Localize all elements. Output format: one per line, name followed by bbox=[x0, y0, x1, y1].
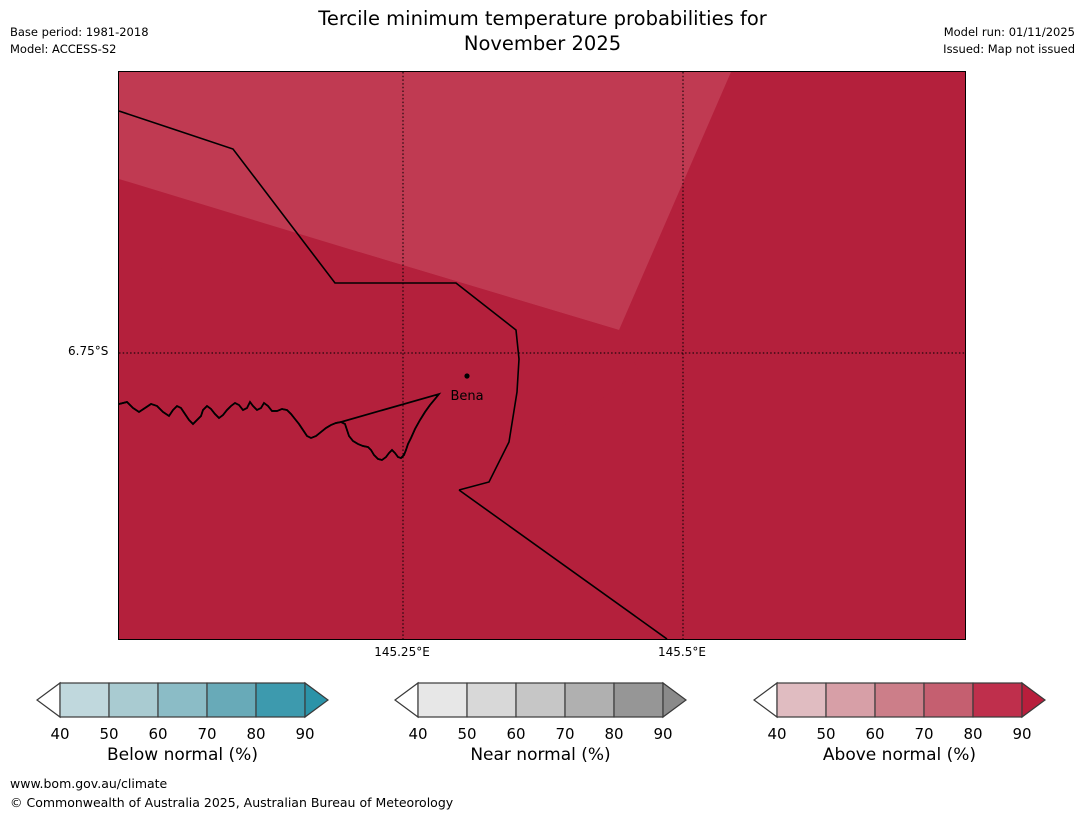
colorbar-near-tick-3: 70 bbox=[555, 725, 575, 743]
colorbar-above-band-4 bbox=[972, 682, 1023, 718]
colorbar-above-tick-3: 70 bbox=[914, 725, 934, 743]
colorbar-near-tick-4: 80 bbox=[604, 725, 624, 743]
axis-label-longitude-0: 145.25°E bbox=[374, 645, 430, 659]
place-marker-bena[interactable] bbox=[464, 373, 470, 379]
map-canvas: Bena bbox=[119, 72, 965, 639]
colorbar-near-band-2 bbox=[515, 682, 566, 718]
colorbar-above-over-arrow bbox=[1021, 681, 1047, 719]
issued-label: Issued: Map not issued bbox=[943, 42, 1075, 56]
colorbar-below-band-1 bbox=[108, 682, 159, 718]
colorbar-near-tick-2: 60 bbox=[506, 725, 526, 743]
colorbar-near-normal-bar bbox=[393, 681, 688, 719]
district-boundary-north bbox=[119, 110, 520, 491]
colorbar-near-normal[interactable]: 40 50 60 70 80 90 Near normal (%) bbox=[368, 676, 713, 771]
colorbar-above-tick-4: 80 bbox=[963, 725, 983, 743]
colorbar-below-tick-4: 80 bbox=[246, 725, 266, 743]
colorbar-near-tick-0: 40 bbox=[408, 725, 428, 743]
colorbar-near-normal-ticks: 40 50 60 70 80 90 bbox=[368, 725, 713, 745]
footer: www.bom.gov.au/climate © Commonwealth of… bbox=[10, 774, 453, 812]
probability-map[interactable]: Bena bbox=[118, 71, 966, 640]
colorbar-near-normal-caption: Near normal (%) bbox=[470, 745, 611, 765]
colorbar-above-normal-ticks: 40 50 60 70 80 90 bbox=[727, 725, 1072, 745]
colorbar-above-normal-bar bbox=[752, 681, 1047, 719]
colorbar-near-tick-1: 50 bbox=[457, 725, 477, 743]
coastline-main bbox=[119, 393, 440, 461]
colorbar-below-normal[interactable]: 40 50 60 70 80 90 Below normal (%) bbox=[10, 676, 355, 771]
colorbar-near-band-4 bbox=[613, 682, 664, 718]
model-run-label: Model run: 01/11/2025 bbox=[943, 25, 1075, 39]
colorbar-below-normal-bar bbox=[35, 681, 330, 719]
colorbar-below-over-arrow bbox=[304, 681, 330, 719]
colorbar-below-under-arrow bbox=[35, 681, 61, 719]
colorbar-near-normal-swatches bbox=[393, 681, 688, 719]
colorbar-above-band-2 bbox=[874, 682, 925, 718]
colorbar-below-normal-ticks: 40 50 60 70 80 90 bbox=[10, 725, 355, 745]
colorbar-above-band-1 bbox=[825, 682, 876, 718]
colorbar-below-band-4 bbox=[255, 682, 306, 718]
footer-copyright: © Commonwealth of Australia 2025, Austra… bbox=[10, 795, 454, 810]
colorbar-below-band-0 bbox=[59, 682, 110, 718]
model-label: Model: ACCESS-S2 bbox=[10, 42, 117, 56]
map-region-above-80-90-east bbox=[549, 72, 965, 639]
base-period-label: Base period: 1981-2018 bbox=[10, 25, 149, 39]
colorbar-above-tick-1: 50 bbox=[816, 725, 836, 743]
axis-label-latitude-0: 6.75°S bbox=[68, 344, 109, 358]
colorbar-above-band-3 bbox=[923, 682, 974, 718]
page-title-line-1: Tercile minimum temperature probabilitie… bbox=[318, 7, 767, 30]
header-right-metadata: Model run: 01/11/2025 Issued: Map not is… bbox=[943, 24, 1075, 58]
colorbar-above-normal-swatches bbox=[752, 681, 1047, 719]
colorbar-above-normal-caption: Above normal (%) bbox=[822, 745, 977, 765]
page-title: Tercile minimum temperature probabilitie… bbox=[0, 6, 1085, 56]
colorbar-near-band-0 bbox=[417, 682, 468, 718]
colorbar-above-band-0 bbox=[776, 682, 827, 718]
colorbar-near-under-arrow bbox=[393, 681, 419, 719]
colorbar-below-tick-3: 70 bbox=[197, 725, 217, 743]
header-left-metadata: Base period: 1981-2018 Model: ACCESS-S2 bbox=[10, 24, 149, 58]
colorbar-near-tick-5: 90 bbox=[653, 725, 673, 743]
colorbar-below-tick-5: 90 bbox=[295, 725, 315, 743]
colorbar-above-normal[interactable]: 40 50 60 70 80 90 Above normal (%) bbox=[727, 676, 1072, 771]
axis-label-longitude-1: 145.5°E bbox=[658, 645, 706, 659]
colorbar-below-band-2 bbox=[157, 682, 208, 718]
footer-website[interactable]: www.bom.gov.au/climate bbox=[10, 776, 168, 791]
colorbar-below-tick-1: 50 bbox=[99, 725, 119, 743]
page-title-line-2: November 2025 bbox=[463, 32, 622, 55]
colorbar-near-over-arrow bbox=[662, 681, 688, 719]
colorbar-near-band-3 bbox=[564, 682, 615, 718]
colorbar-below-band-3 bbox=[206, 682, 257, 718]
map-region-above-80-90-join bbox=[119, 252, 639, 639]
colorbar-below-normal-swatches bbox=[35, 681, 330, 719]
colorbar-above-under-arrow bbox=[752, 681, 778, 719]
colorbar-near-band-1 bbox=[466, 682, 517, 718]
place-label-bena: Bena bbox=[450, 389, 483, 404]
colorbar-above-tick-2: 60 bbox=[865, 725, 885, 743]
colorbar-above-tick-0: 40 bbox=[767, 725, 787, 743]
colorbar-below-normal-caption: Below normal (%) bbox=[107, 745, 258, 765]
colorbar-above-tick-5: 90 bbox=[1012, 725, 1032, 743]
colorbar-below-tick-2: 60 bbox=[148, 725, 168, 743]
district-boundary-southeast bbox=[458, 489, 668, 639]
colorbar-below-tick-0: 40 bbox=[50, 725, 70, 743]
